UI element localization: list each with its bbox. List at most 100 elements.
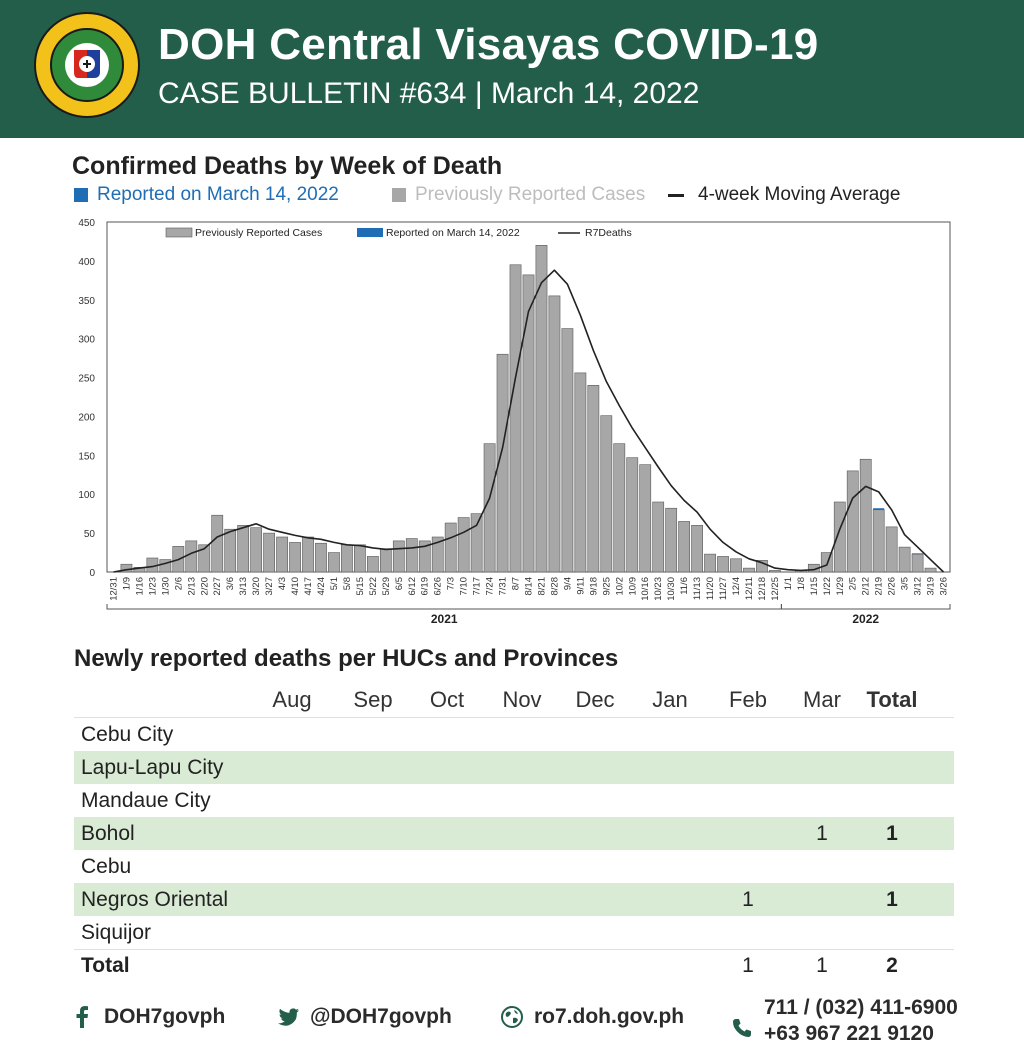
bar-previous [405, 538, 418, 573]
bar-previous [509, 264, 522, 573]
bar-previous [613, 443, 626, 573]
bar-previous [820, 552, 833, 573]
x-tick-label: 10/30 [666, 577, 677, 601]
bar-previous [911, 553, 924, 573]
bar-previous [366, 556, 379, 573]
legend-item-moving-average: 4-week Moving Average [668, 184, 900, 206]
x-tick-label: 5/1 [329, 577, 340, 590]
year-bracket [106, 604, 782, 610]
x-tick-label: 2/13 [186, 577, 197, 596]
x-tick-label: 10/16 [640, 577, 651, 601]
bar-previous [730, 558, 742, 573]
x-tick-label: 2/5 [848, 577, 859, 590]
table-title: Newly reported deaths per HUCs and Provi… [74, 645, 619, 672]
bar-previous [302, 536, 314, 573]
bar-previous [444, 522, 457, 573]
table-cell: 1 [886, 887, 898, 911]
bar-previous [198, 544, 211, 573]
column-header: Nov [502, 686, 542, 712]
x-tick-label: 8/14 [524, 577, 535, 596]
row-label: Cebu City [81, 722, 174, 746]
bar-previous [587, 385, 600, 573]
bar-previous [704, 553, 716, 573]
footer-twitter[interactable]: @DOH7govph [276, 1005, 452, 1029]
column-header: Oct [429, 686, 465, 712]
inner-legend-label-line: R7Deaths [585, 227, 632, 239]
table-row: Mandaue City [74, 784, 954, 817]
x-tick-label: 2/6 [173, 577, 184, 590]
year-label: 2022 [852, 612, 879, 626]
row-label: Bohol [81, 821, 135, 845]
x-tick-label: 4/10 [290, 577, 301, 596]
x-tick-label: 11/20 [705, 577, 716, 600]
y-tick-label: 350 [78, 296, 95, 307]
bar-previous [237, 525, 250, 573]
x-tick-label: 2/20 [199, 577, 210, 596]
bar-previous [924, 567, 937, 573]
bar-previous [457, 517, 470, 573]
phone-number-1: 711 / (032) 411-6900 [764, 996, 958, 1019]
table-cell: 2 [886, 954, 898, 977]
x-tick-label: 7/24 [485, 577, 496, 596]
row-label: Lapu-Lapu City [81, 755, 224, 779]
x-tick-label: 7/10 [459, 577, 470, 596]
y-tick-label: 200 [78, 412, 95, 423]
phone-numbers: 711 / (032) 411-6900 +63 967 221 9120 [764, 995, 958, 1047]
legend-swatch-previous [392, 188, 406, 202]
x-tick-label: 4/3 [277, 577, 288, 590]
x-tick-label: 12/11 [744, 577, 755, 600]
x-tick-label: 1/1 [783, 577, 794, 590]
chart-title: Confirmed Deaths by Week of Death [72, 152, 503, 180]
x-tick-label: 5/15 [355, 577, 366, 596]
x-tick-label: 3/26 [939, 577, 950, 596]
x-tick-label: 7/3 [446, 577, 457, 590]
column-header: Jan [652, 686, 688, 712]
x-tick-label: 3/19 [926, 577, 937, 596]
bar-previous [289, 542, 301, 573]
inner-legend-swatch-reported [357, 228, 383, 237]
row-label: Cebu [81, 854, 132, 878]
footer-website[interactable]: ro7.doh.gov.ph [500, 1005, 684, 1029]
table-row: Lapu-Lapu City [74, 751, 954, 784]
bar-previous [665, 507, 678, 573]
x-tick-label: 2/19 [874, 577, 885, 596]
x-tick-label: 3/27 [264, 577, 275, 596]
header-banner: DOH Central Visayas COVID-19 CASE BULLET… [0, 0, 1024, 138]
column-header: Feb [729, 686, 767, 712]
footer-facebook[interactable]: DOH7govph [70, 1005, 225, 1029]
bar-previous [535, 245, 548, 573]
legend-item-reported: Reported on March 14, 2022 [74, 184, 339, 206]
x-tick-label: 11/27 [718, 577, 729, 600]
bar-previous [379, 548, 392, 573]
y-tick-label: 150 [78, 451, 95, 462]
legend-label-previous: Previously Reported Cases [415, 184, 646, 205]
x-tick-label: 6/26 [433, 577, 444, 596]
x-tick-label: 1/16 [134, 577, 145, 596]
bar-previous [354, 544, 366, 573]
phone-icon [730, 1016, 754, 1040]
bar-previous [120, 563, 133, 573]
x-tick-label: 9/11 [575, 577, 586, 595]
x-tick-label: 4/17 [303, 577, 314, 596]
footer-phone[interactable]: 711 / (032) 411-6900 +63 967 221 9120 [730, 995, 958, 1047]
x-tick-label: 5/8 [342, 577, 353, 590]
bar-previous [600, 415, 613, 573]
x-tick-label: 8/7 [511, 577, 522, 590]
table-cell: 1 [816, 954, 828, 977]
x-tick-label: 6/12 [407, 577, 418, 596]
row-label: Total [81, 954, 130, 977]
page-title: DOH Central Visayas COVID-19 [158, 20, 819, 69]
bar-previous [652, 501, 665, 573]
chart-legend: Reported on March 14, 2022 Previously Re… [74, 184, 944, 210]
table-cell: 1 [742, 954, 754, 977]
x-tick-label: 5/29 [381, 577, 392, 596]
x-tick-label: 2/26 [887, 577, 898, 596]
x-tick-label: 8/28 [549, 577, 560, 596]
table-row: Cebu City [74, 718, 954, 751]
bar-previous [431, 536, 444, 573]
x-tick-label: 1/15 [809, 577, 820, 596]
bulletin-subtitle: CASE BULLETIN #634 | March 14, 2022 [158, 77, 700, 110]
bar-previous [185, 540, 198, 573]
bar-previous [483, 443, 496, 573]
globe-icon [500, 1005, 524, 1029]
